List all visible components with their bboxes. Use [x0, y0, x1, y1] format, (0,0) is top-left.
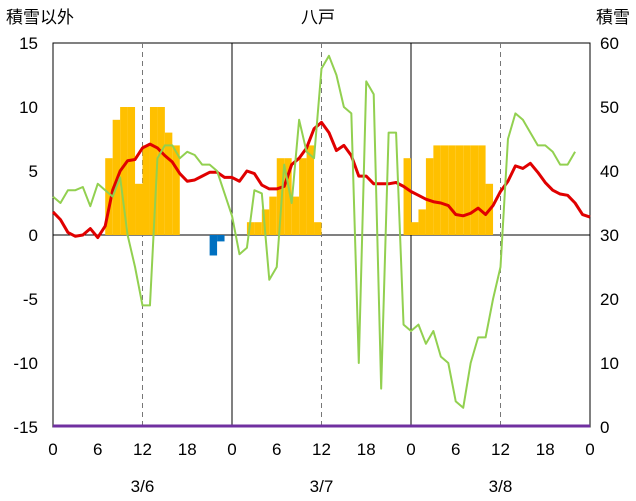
snowfall-bar [254, 222, 262, 235]
y-left-tick-label: 10 [19, 98, 38, 117]
snowfall-bar [478, 145, 486, 235]
snowfall-bar [276, 158, 285, 235]
y-right-tick-label: 0 [600, 418, 609, 437]
x-date-label: 3/6 [131, 477, 155, 496]
x-hour-tick-label: 0 [585, 440, 594, 459]
snowfall-bar [299, 158, 307, 235]
x-hour-tick-label: 0 [227, 440, 236, 459]
snowfall-bar [135, 183, 143, 235]
precip-bar [217, 235, 225, 242]
x-hour-tick-label: 12 [312, 440, 331, 459]
snowfall-bar [291, 196, 300, 235]
snowfall-bar [120, 107, 128, 235]
x-hour-tick-label: 6 [272, 440, 281, 459]
snowfall-bar [433, 145, 441, 235]
temperature-line [51, 120, 591, 240]
x-hour-tick-label: 0 [406, 440, 415, 459]
x-hour-tick-label: 18 [357, 440, 376, 459]
y-left-tick-label: -15 [13, 418, 38, 437]
chart-title: 八戸 [301, 8, 335, 28]
snowfall-bar [418, 209, 426, 235]
snowfall-bar [246, 222, 255, 235]
x-hour-tick-label: 18 [178, 440, 197, 459]
snowfall-bar [172, 145, 180, 235]
snowfall-bar [403, 158, 411, 235]
snowfall-bar [463, 145, 471, 235]
snowfall-bar [314, 222, 322, 235]
snowfall-bar [142, 145, 150, 235]
x-date-label: 3/7 [310, 477, 334, 496]
snowfall-bar [157, 107, 165, 235]
y-left-tick-label: 5 [29, 162, 38, 181]
snow-depth-line [52, 54, 576, 409]
y-left-tick-label: -10 [13, 354, 38, 373]
x-hour-tick-label: 6 [451, 440, 460, 459]
snowfall-bar [455, 145, 464, 235]
y-right-tick-label: 30 [600, 226, 619, 245]
snowfall-bar [411, 222, 419, 235]
y-right-tick-label: 40 [600, 162, 619, 181]
snowfall-bar [306, 145, 315, 235]
line-layer [51, 54, 591, 428]
bar-layer [105, 107, 494, 256]
y-left-tick-label: 15 [19, 34, 38, 53]
x-hour-tick-label: 6 [93, 440, 102, 459]
y-right-label: 積雪 [596, 8, 630, 28]
snowfall-bar [127, 107, 136, 235]
snowfall-bar [448, 145, 456, 235]
x-hour-tick-label: 0 [48, 440, 57, 459]
snowfall-bar [261, 209, 270, 235]
snowfall-bar [149, 107, 158, 235]
x-date-label: 3/8 [489, 477, 513, 496]
snowfall-bar [105, 158, 113, 235]
snowfall-bar [425, 158, 434, 235]
x-hour-tick-label: 18 [536, 440, 555, 459]
y-left-tick-label: -5 [23, 290, 38, 309]
y-left-tick-label: 0 [29, 226, 38, 245]
y-right-tick-label: 60 [600, 34, 619, 53]
x-hour-tick-label: 12 [491, 440, 510, 459]
precip-bar [209, 235, 218, 256]
y-left-label: 積雪以外 [6, 8, 74, 28]
snowfall-bar [440, 145, 449, 235]
snowfall-bar [284, 158, 292, 235]
y-right-tick-label: 10 [600, 354, 619, 373]
x-hour-tick-label: 12 [133, 440, 152, 459]
snowfall-bar [470, 145, 479, 235]
snowfall-bar [164, 132, 173, 235]
y-right-tick-label: 20 [600, 290, 619, 309]
y-right-tick-label: 50 [600, 98, 619, 117]
snowfall-bar [269, 196, 277, 235]
